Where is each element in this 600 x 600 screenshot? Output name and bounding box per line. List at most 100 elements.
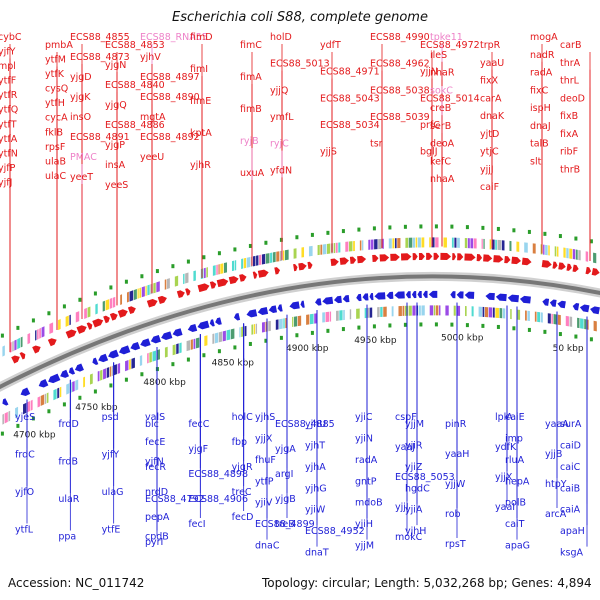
ruler-tick-label: 4800 kbp bbox=[143, 378, 186, 388]
reverse-gene-label: caiA bbox=[560, 505, 581, 516]
forward-gene-label: yjgK bbox=[70, 92, 91, 103]
tick-mark bbox=[233, 247, 237, 252]
reverse-gene-arrow bbox=[118, 345, 131, 355]
forward-gene-label: ECS88_4972 bbox=[420, 40, 480, 51]
forward-gene-arrow-shape bbox=[457, 253, 464, 261]
forward-gene-label: fixA bbox=[560, 129, 579, 140]
reverse-gene-arrow-shape bbox=[289, 301, 300, 310]
forward-gene-label: ECS88_4891 bbox=[70, 132, 130, 143]
reverse-gene-label: htpY bbox=[545, 479, 567, 490]
outer-feature-stripe bbox=[378, 238, 382, 250]
reverse-gene-label: yjiW bbox=[305, 505, 326, 516]
forward-gene-label: yeeT bbox=[70, 172, 93, 183]
inner-feature-stripe bbox=[255, 323, 258, 334]
forward-gene-label: nhaA bbox=[430, 174, 455, 185]
outer-feature-stripe bbox=[457, 237, 460, 248]
reverse-gene-label: dnaC bbox=[255, 541, 280, 552]
reverse-gene-label: valS bbox=[145, 412, 165, 423]
tick-mark bbox=[171, 264, 175, 269]
forward-gene-label: tsr bbox=[370, 139, 383, 150]
reverse-gene-arrow bbox=[172, 328, 183, 337]
forward-gene-arrow bbox=[185, 288, 191, 296]
outer-feature-stripe bbox=[105, 299, 110, 311]
forward-gene-arrow bbox=[65, 329, 77, 339]
reverse-gene-label: fhuF bbox=[255, 455, 276, 466]
reverse-gene-arrow-shape bbox=[485, 292, 495, 301]
forward-gene-label: ECS88_5039 bbox=[370, 112, 430, 123]
forward-gene-arrow-shape bbox=[228, 276, 239, 285]
reverse-gene-label: ECS88_4898 bbox=[188, 469, 248, 480]
inner-feature-stripe bbox=[195, 337, 200, 349]
tick-mark bbox=[310, 330, 314, 335]
reverse-gene-label: yjfY bbox=[102, 450, 120, 461]
forward-gene-label: ribF bbox=[560, 147, 578, 158]
outer-feature-stripe bbox=[41, 326, 45, 338]
tick-mark bbox=[558, 332, 562, 337]
outer-feature-stripe bbox=[545, 244, 548, 256]
inner-feature-stripe bbox=[164, 346, 168, 358]
outer-feature-stripe bbox=[139, 287, 142, 299]
forward-gene-label: ileS bbox=[430, 50, 447, 61]
forward-gene-arrow-shape bbox=[47, 338, 57, 347]
tick-mark bbox=[47, 311, 51, 316]
inner-feature-stripe bbox=[230, 328, 235, 340]
inner-feature-stripe bbox=[492, 307, 495, 318]
map-title: Escherichia coli S88, complete genome bbox=[172, 10, 428, 25]
forward-gene-arrow bbox=[379, 254, 390, 262]
reverse-gene-label: ydfK bbox=[495, 442, 517, 453]
inner-feature-stripe bbox=[204, 335, 208, 347]
tick-mark bbox=[512, 326, 516, 331]
tick-mark bbox=[481, 225, 485, 230]
reverse-gene-label: ytfE bbox=[102, 525, 121, 536]
tick-mark bbox=[527, 229, 531, 234]
reverse-gene-label: yjiV bbox=[255, 498, 273, 509]
reverse-gene-label: yjjW bbox=[445, 479, 466, 490]
reverse-gene-label: fecE bbox=[145, 437, 165, 448]
inner-feature-stripe bbox=[186, 340, 191, 352]
forward-gene-label: ytfT bbox=[0, 119, 17, 130]
forward-gene-label: trpR bbox=[480, 40, 501, 51]
forward-gene-label: yaaU bbox=[480, 58, 504, 69]
forward-gene-arrow-shape bbox=[426, 252, 433, 260]
inner-feature-stripe bbox=[478, 306, 482, 317]
reverse-gene-arrow bbox=[74, 363, 84, 372]
inner-feature-stripe bbox=[418, 305, 421, 316]
forward-gene-arrow-shape bbox=[307, 261, 313, 270]
reverse-gene-arrow bbox=[108, 349, 119, 359]
reverse-gene-arrow-shape bbox=[549, 299, 557, 307]
reverse-gene-arrow-shape bbox=[277, 304, 283, 312]
reverse-gene-label: yjgB bbox=[275, 494, 296, 505]
inner-feature-stripe bbox=[377, 307, 380, 318]
forward-gene-label: fimI bbox=[190, 64, 208, 75]
forward-gene-arrow bbox=[330, 258, 339, 266]
forward-gene-arrow-shape bbox=[257, 269, 269, 278]
reverse-gene-arrow-shape bbox=[322, 296, 334, 305]
forward-gene-label: yeeS bbox=[105, 180, 128, 191]
forward-gene-arrow-shape bbox=[493, 255, 504, 263]
forward-gene-arrow bbox=[566, 263, 572, 271]
outer-feature-stripe bbox=[167, 278, 170, 290]
forward-gene-arrow-shape bbox=[452, 253, 456, 261]
forward-gene-label: ytfA bbox=[0, 134, 18, 145]
tick-mark bbox=[434, 322, 438, 327]
tick-mark bbox=[93, 291, 97, 296]
forward-gene-label: kefC bbox=[430, 156, 451, 167]
reverse-gene-arrow bbox=[519, 295, 531, 304]
tick-mark bbox=[217, 251, 221, 256]
inner-feature-stripe bbox=[537, 311, 541, 323]
inner-feature-stripe bbox=[8, 410, 11, 422]
forward-gene-label: ryjB bbox=[240, 136, 259, 147]
tick-mark bbox=[310, 232, 314, 237]
reverse-gene-label: polB bbox=[505, 498, 526, 509]
inner-feature-stripe bbox=[336, 310, 339, 321]
reverse-gene-arrow-shape bbox=[74, 363, 84, 372]
forward-gene-arrow bbox=[157, 295, 167, 304]
reverse-gene-arrow bbox=[268, 305, 278, 313]
inner-feature-stripe bbox=[329, 311, 332, 322]
forward-gene-label: ulaB bbox=[45, 156, 66, 167]
reverse-gene-arrow bbox=[197, 320, 210, 330]
reverse-gene-arrow bbox=[246, 309, 258, 318]
forward-gene-arrow bbox=[11, 355, 20, 364]
inner-feature-stripe bbox=[89, 373, 93, 385]
